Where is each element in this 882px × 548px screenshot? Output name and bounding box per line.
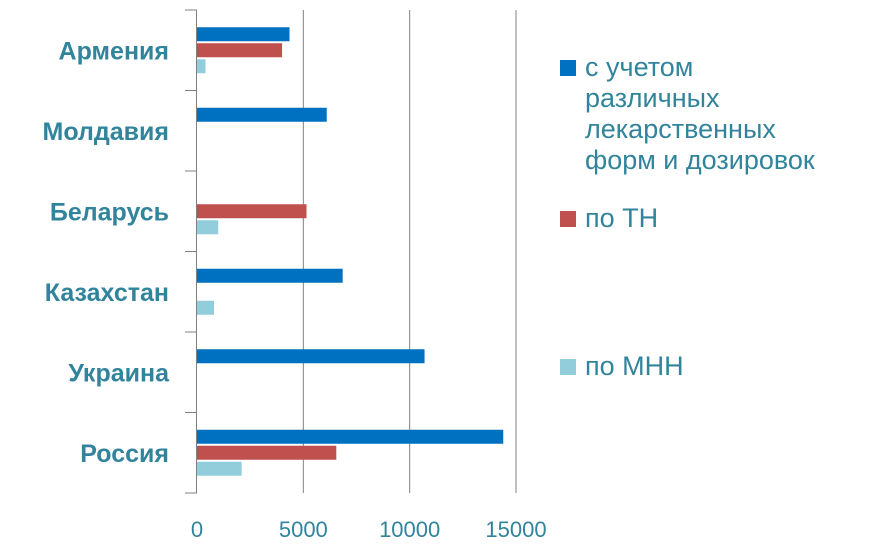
tick-label: 10000 — [379, 517, 440, 542]
bar — [197, 300, 215, 315]
category-label: Россия — [80, 440, 169, 468]
tick-label: 15000 — [485, 517, 546, 542]
value-axis — [185, 9, 197, 494]
bars — [197, 27, 504, 476]
bar — [197, 43, 283, 58]
bar — [197, 220, 219, 235]
legend-entry: по ТН — [585, 203, 658, 233]
category-label: Беларусь — [50, 198, 169, 226]
legend-entry: по МНН — [585, 351, 684, 381]
tick-label: 0 — [191, 517, 203, 542]
bar — [197, 349, 425, 364]
gridlines — [302, 10, 517, 493]
bar — [197, 204, 307, 219]
bar — [197, 461, 242, 476]
legend-entry: с учетом различных лекарственных форм и доз… — [585, 52, 815, 175]
legend-swatch — [560, 211, 576, 227]
category-label: Украина — [68, 359, 170, 387]
bar — [197, 268, 343, 283]
category-label: Армения — [59, 37, 169, 65]
bar — [197, 107, 327, 122]
legend: с учетом различных лекарственных форм и доз… — [560, 52, 815, 381]
legend-swatch — [560, 359, 576, 375]
bar — [197, 27, 290, 42]
legend-swatch — [560, 60, 576, 76]
category-label: Молдавия — [43, 118, 169, 146]
tick-label: 5000 — [279, 517, 328, 542]
bar — [197, 59, 206, 74]
category-label: Казахстан — [45, 279, 169, 307]
category-labels: Армения Молдавия Беларусь Казахстан Украина Р… — [43, 37, 171, 468]
bar — [197, 429, 504, 444]
bar — [197, 445, 337, 460]
tick-labels: 0 5000 10000 15000 — [191, 517, 547, 542]
